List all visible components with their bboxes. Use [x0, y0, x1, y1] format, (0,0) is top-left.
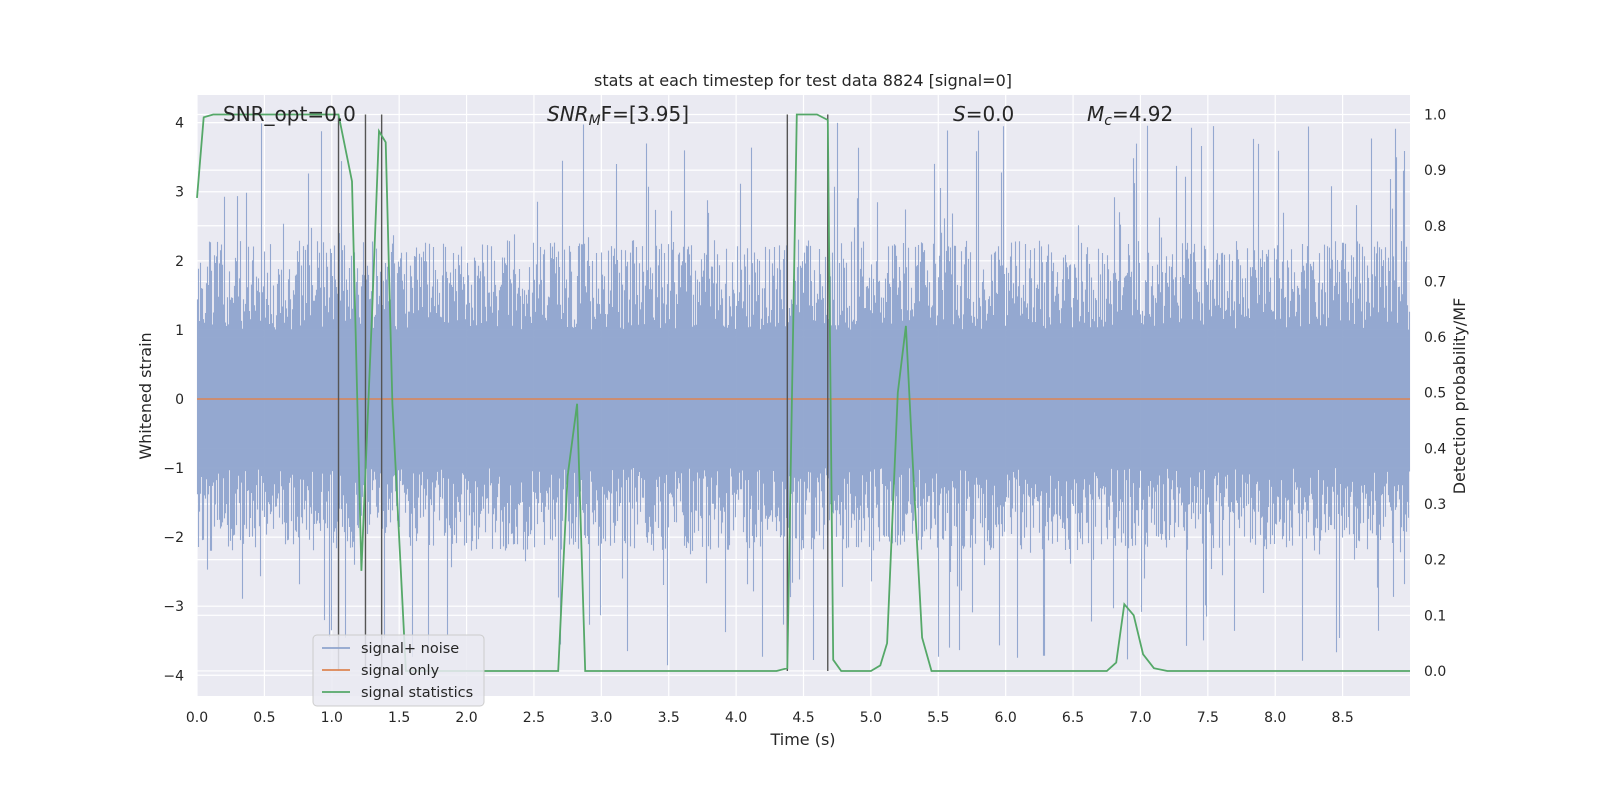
y2-tick-label: 0.2 [1424, 553, 1446, 569]
x-tick-label: 6.0 [995, 710, 1017, 726]
x-tick-label: 4.0 [725, 710, 747, 726]
y2-tick-label: 0.9 [1424, 163, 1446, 179]
legend-label-noise: signal+ noise [361, 641, 459, 657]
mc-rest: =4.92 [1112, 102, 1173, 126]
noise-trace [196, 122, 1411, 666]
y2-axis-ticks: 1.0 0.9 0.8 0.7 0.6 0.5 0.4 0.3 0.2 0.1 0.0 [1424, 107, 1446, 679]
x-tick-label: 1.5 [388, 710, 410, 726]
y2-tick-label: 1.0 [1424, 107, 1446, 123]
x-tick-label: 5.0 [860, 710, 882, 726]
y-tick-label: 0 [175, 392, 184, 408]
y2-tick-label: 0.0 [1424, 664, 1446, 680]
y2-axis-label: Detection probability/MF [1450, 298, 1469, 495]
signal-statistics-line [196, 113, 1410, 672]
y2-tick-label: 0.4 [1424, 441, 1446, 457]
y2-tick-label: 0.3 [1424, 497, 1446, 513]
mc-annotation: Mc=4.92 [1087, 102, 1173, 129]
snr-mf-annotation: SNRMF=[3.95] [547, 102, 689, 129]
x-tick-label: 6.5 [1062, 710, 1084, 726]
x-tick-label: 0.0 [186, 710, 208, 726]
y-tick-label: −3 [163, 599, 184, 615]
snr-mf-sub: M [589, 113, 601, 129]
y-tick-label: 4 [175, 116, 184, 132]
x-tick-label: 7.5 [1197, 710, 1219, 726]
x-tick-label: 4.5 [792, 710, 814, 726]
x-tick-label: 1.0 [321, 710, 343, 726]
x-tick-label: 8.0 [1264, 710, 1286, 726]
snr-mf-rest: F=[3.95] [601, 102, 689, 126]
legend: signal+ noise signal only signal statist… [312, 634, 485, 707]
y-axis-label: Whitened strain [136, 332, 155, 459]
x-tick-label: 2.0 [455, 710, 477, 726]
chart-title: stats at each timestep for test data 882… [594, 71, 1012, 90]
y-axis-ticks: 4 3 2 1 0 −1 −2 −3 −4 [163, 116, 184, 685]
y-tick-label: −1 [163, 461, 184, 477]
legend-label-signal: signal only [361, 663, 440, 679]
y-tick-label: −4 [163, 668, 184, 684]
y2-tick-label: 0.1 [1424, 608, 1446, 624]
s-annotation: S=0.0 [953, 102, 1014, 126]
x-tick-label: 7.0 [1129, 710, 1151, 726]
s-rest: =0.0 [966, 102, 1015, 126]
y-tick-label: 3 [175, 185, 184, 201]
y2-tick-label: 0.5 [1424, 386, 1446, 402]
y-tick-label: 1 [175, 323, 184, 339]
mc-sub: c [1104, 113, 1112, 129]
snr-mf-base: SNR [547, 102, 589, 126]
legend-box [312, 634, 485, 707]
x-tick-label: 3.5 [658, 710, 680, 726]
s-var: S [953, 102, 966, 126]
x-tick-label: 5.5 [927, 710, 949, 726]
y2-tick-label: 0.7 [1424, 274, 1446, 290]
mc-base: M [1087, 102, 1104, 126]
x-tick-label: 2.5 [523, 710, 545, 726]
snr-opt-annotation: SNR_opt=0.0 [223, 102, 356, 126]
x-tick-label: 3.0 [590, 710, 612, 726]
vertical-markers [337, 114, 829, 671]
x-tick-label: 8.5 [1331, 710, 1353, 726]
y-tick-label: 2 [175, 254, 184, 270]
noise-series [196, 122, 1411, 666]
x-tick-label: 0.5 [253, 710, 275, 726]
y2-tick-label: 0.6 [1424, 330, 1446, 346]
y-tick-label: −2 [163, 530, 184, 546]
legend-label-statistics: signal statistics [361, 685, 473, 701]
x-axis-label: Time (s) [769, 730, 835, 749]
y2-tick-label: 0.8 [1424, 219, 1446, 235]
x-axis-ticks: 0.0 0.5 1.0 1.5 2.0 2.5 3.0 3.5 4.0 4.5 5.0 5.5 6.0 6… [186, 710, 1354, 726]
